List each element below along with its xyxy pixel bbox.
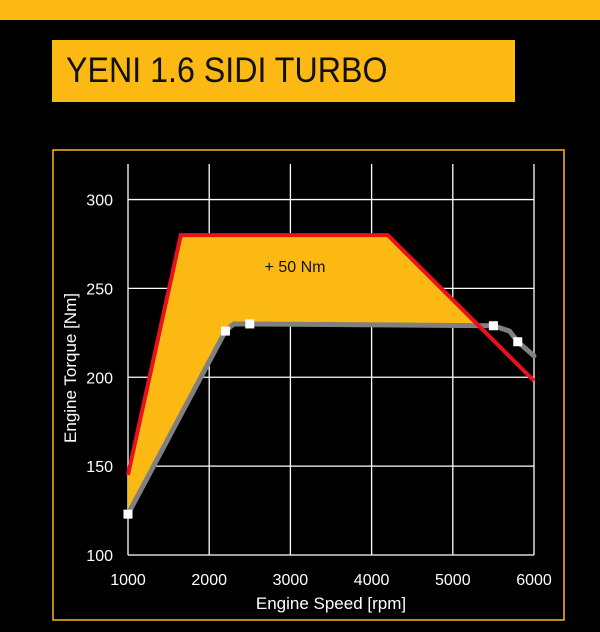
annotation-label: + 50 Nm — [265, 259, 326, 276]
chart-grid — [127, 164, 535, 556]
y-tick-labels: 100 150 200 250 300 — [86, 193, 113, 565]
x-tick-label: 2000 — [191, 572, 227, 589]
y-tick-label: 300 — [86, 193, 113, 210]
x-tick-label: 3000 — [273, 572, 309, 589]
chart-frame — [52, 149, 565, 621]
data-point-marker — [488, 321, 498, 331]
torque-gain-area-layer — [128, 235, 534, 515]
y-tick-label: 100 — [86, 548, 113, 565]
title-banner: YENI 1.6 SIDI TURBO — [52, 40, 515, 102]
y-tick-label: 150 — [86, 459, 113, 476]
data-point-marker — [220, 326, 230, 336]
marker-layer — [123, 319, 523, 519]
x-tick-label: 1000 — [110, 572, 146, 589]
data-point-marker — [123, 509, 133, 519]
torque-gain-area — [128, 235, 534, 515]
series-line-turbo — [126, 233, 536, 476]
y-axis-label: Engine Torque [Nm] — [61, 293, 80, 443]
x-axis-label: Engine Speed [rpm] — [256, 594, 406, 613]
page-title: YENI 1.6 SIDI TURBO — [66, 51, 388, 90]
data-point-marker — [245, 319, 255, 329]
x-tick-label: 5000 — [435, 572, 471, 589]
y-tick-label: 250 — [86, 281, 113, 298]
x-tick-label: 6000 — [516, 572, 552, 589]
data-point-marker — [513, 337, 523, 347]
top-accent-band — [0, 0, 600, 20]
x-tick-labels: 1000 2000 3000 4000 5000 6000 — [110, 572, 552, 589]
x-tick-label: 4000 — [354, 572, 390, 589]
y-tick-label: 200 — [86, 370, 113, 387]
